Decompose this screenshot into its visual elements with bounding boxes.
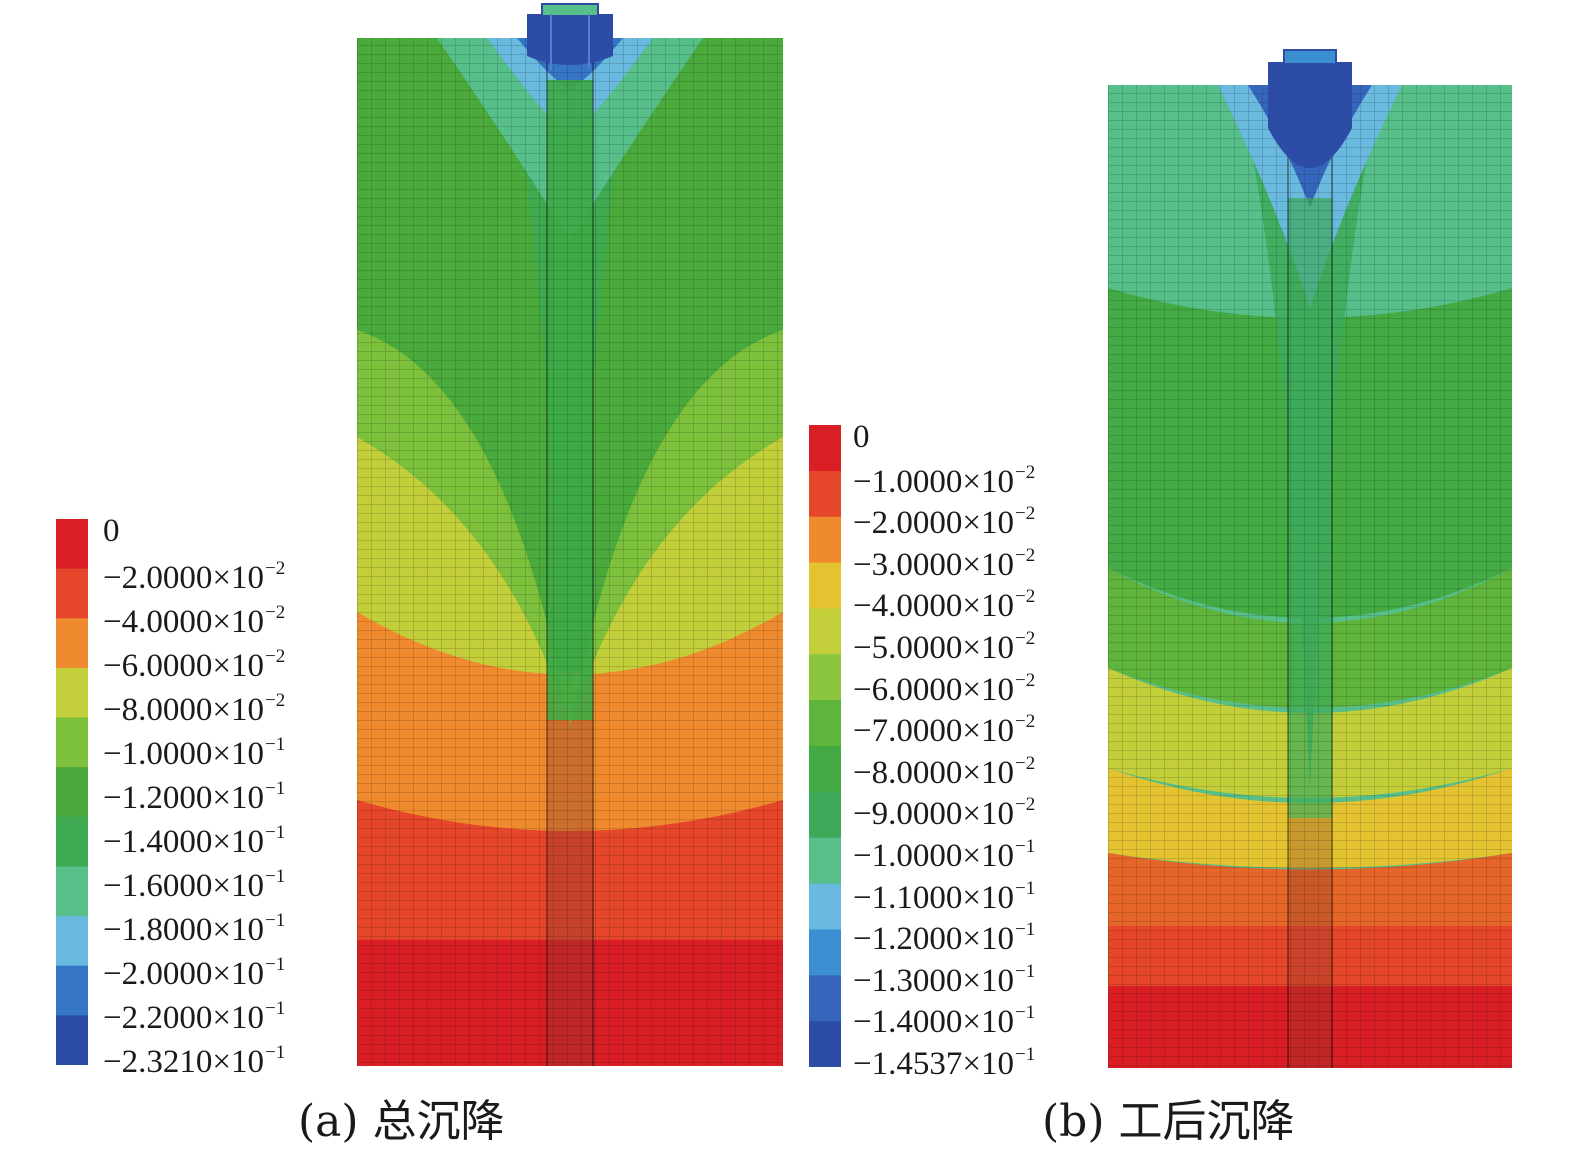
legend-label: 0 bbox=[103, 513, 120, 549]
legend-label: −1.4000×10−1 bbox=[853, 1002, 1036, 1041]
colorbar-band bbox=[56, 965, 88, 1016]
contour-bands-a bbox=[357, 38, 783, 1066]
pile-head-b bbox=[1283, 49, 1337, 65]
colorbar-a bbox=[56, 519, 88, 1065]
legend-label: −9.0000×10−2 bbox=[853, 794, 1036, 833]
colorbar-band bbox=[809, 975, 841, 1022]
legend-label: −1.4537×10−1 bbox=[853, 1044, 1036, 1082]
pile-head-a bbox=[541, 3, 599, 17]
colorbar-band bbox=[56, 667, 88, 719]
legend-label: −6.0000×10−2 bbox=[853, 669, 1036, 708]
colorbar-band bbox=[809, 654, 841, 701]
legend-label: −1.0000×10−1 bbox=[853, 836, 1036, 874]
colorbar-band bbox=[809, 837, 841, 885]
colorbar-band bbox=[809, 929, 841, 976]
colorbar-band bbox=[809, 608, 841, 655]
legend-label: −5.0000×10−2 bbox=[853, 628, 1036, 666]
legend-label: −2.2000×10−1 bbox=[103, 998, 286, 1036]
colorbar-band bbox=[56, 866, 88, 917]
legend-label: −4.0000×10−2 bbox=[103, 602, 286, 640]
colorbar-band bbox=[56, 568, 88, 619]
colorbar-b bbox=[809, 425, 841, 1067]
legend-label: −1.2000×10−1 bbox=[103, 778, 286, 816]
colorbar-band bbox=[56, 767, 88, 818]
colorbar-band bbox=[809, 516, 841, 564]
legend-label: −1.0000×10−1 bbox=[103, 734, 286, 772]
colorbar-band bbox=[56, 816, 88, 868]
colorbar-band bbox=[56, 916, 88, 967]
colorbar-band bbox=[809, 562, 841, 610]
contour-plot-b bbox=[1108, 49, 1512, 1068]
legend-label: −2.0000×10−2 bbox=[103, 558, 286, 596]
legend-label: −1.4000×10−1 bbox=[103, 822, 286, 860]
pile-cap-a bbox=[527, 14, 613, 65]
pile-cap-b bbox=[1268, 62, 1352, 168]
colorbar-band bbox=[56, 717, 88, 768]
colorbar-band bbox=[809, 700, 841, 747]
legend-label: −8.0000×10−2 bbox=[853, 752, 1036, 791]
legend-label: −7.0000×10−2 bbox=[853, 711, 1036, 750]
caption-a: (a) 总沉降 bbox=[298, 1096, 505, 1147]
contour-plot-a bbox=[357, 3, 783, 1066]
colorbar-band bbox=[56, 519, 88, 570]
colorbar-band bbox=[809, 883, 841, 931]
contour-bands-b bbox=[1108, 85, 1512, 1068]
legend-label: −1.2000×10−1 bbox=[853, 919, 1036, 958]
colorbar-band bbox=[56, 618, 88, 669]
legend-label: −6.0000×10−2 bbox=[103, 646, 286, 684]
colorbar-band bbox=[809, 470, 841, 518]
caption-b: (b) 工后沉降 bbox=[1042, 1096, 1295, 1147]
legend-label: −2.0000×10−1 bbox=[103, 954, 286, 992]
legend-label: −2.0000×10−2 bbox=[853, 503, 1036, 542]
legend-label: −1.0000×10−2 bbox=[853, 461, 1036, 500]
legend-label: −1.1000×10−1 bbox=[853, 877, 1036, 916]
colorbar-band bbox=[809, 1021, 841, 1067]
legend-label: −8.0000×10−2 bbox=[103, 690, 286, 728]
colorbar-band bbox=[56, 1015, 88, 1065]
legend-label: −4.0000×10−2 bbox=[853, 586, 1036, 625]
legend-label: −1.3000×10−1 bbox=[853, 960, 1036, 999]
colorbar-band bbox=[809, 425, 841, 472]
colorbar-band bbox=[809, 746, 841, 793]
legend-label: −1.6000×10−1 bbox=[103, 866, 286, 904]
legend-label: 0 bbox=[853, 419, 870, 455]
legend-label: −1.8000×10−1 bbox=[103, 910, 286, 948]
colorbar-band bbox=[809, 791, 841, 839]
legend-label: −3.0000×10−2 bbox=[853, 544, 1036, 583]
legend-label: −2.3210×10−1 bbox=[103, 1042, 286, 1080]
